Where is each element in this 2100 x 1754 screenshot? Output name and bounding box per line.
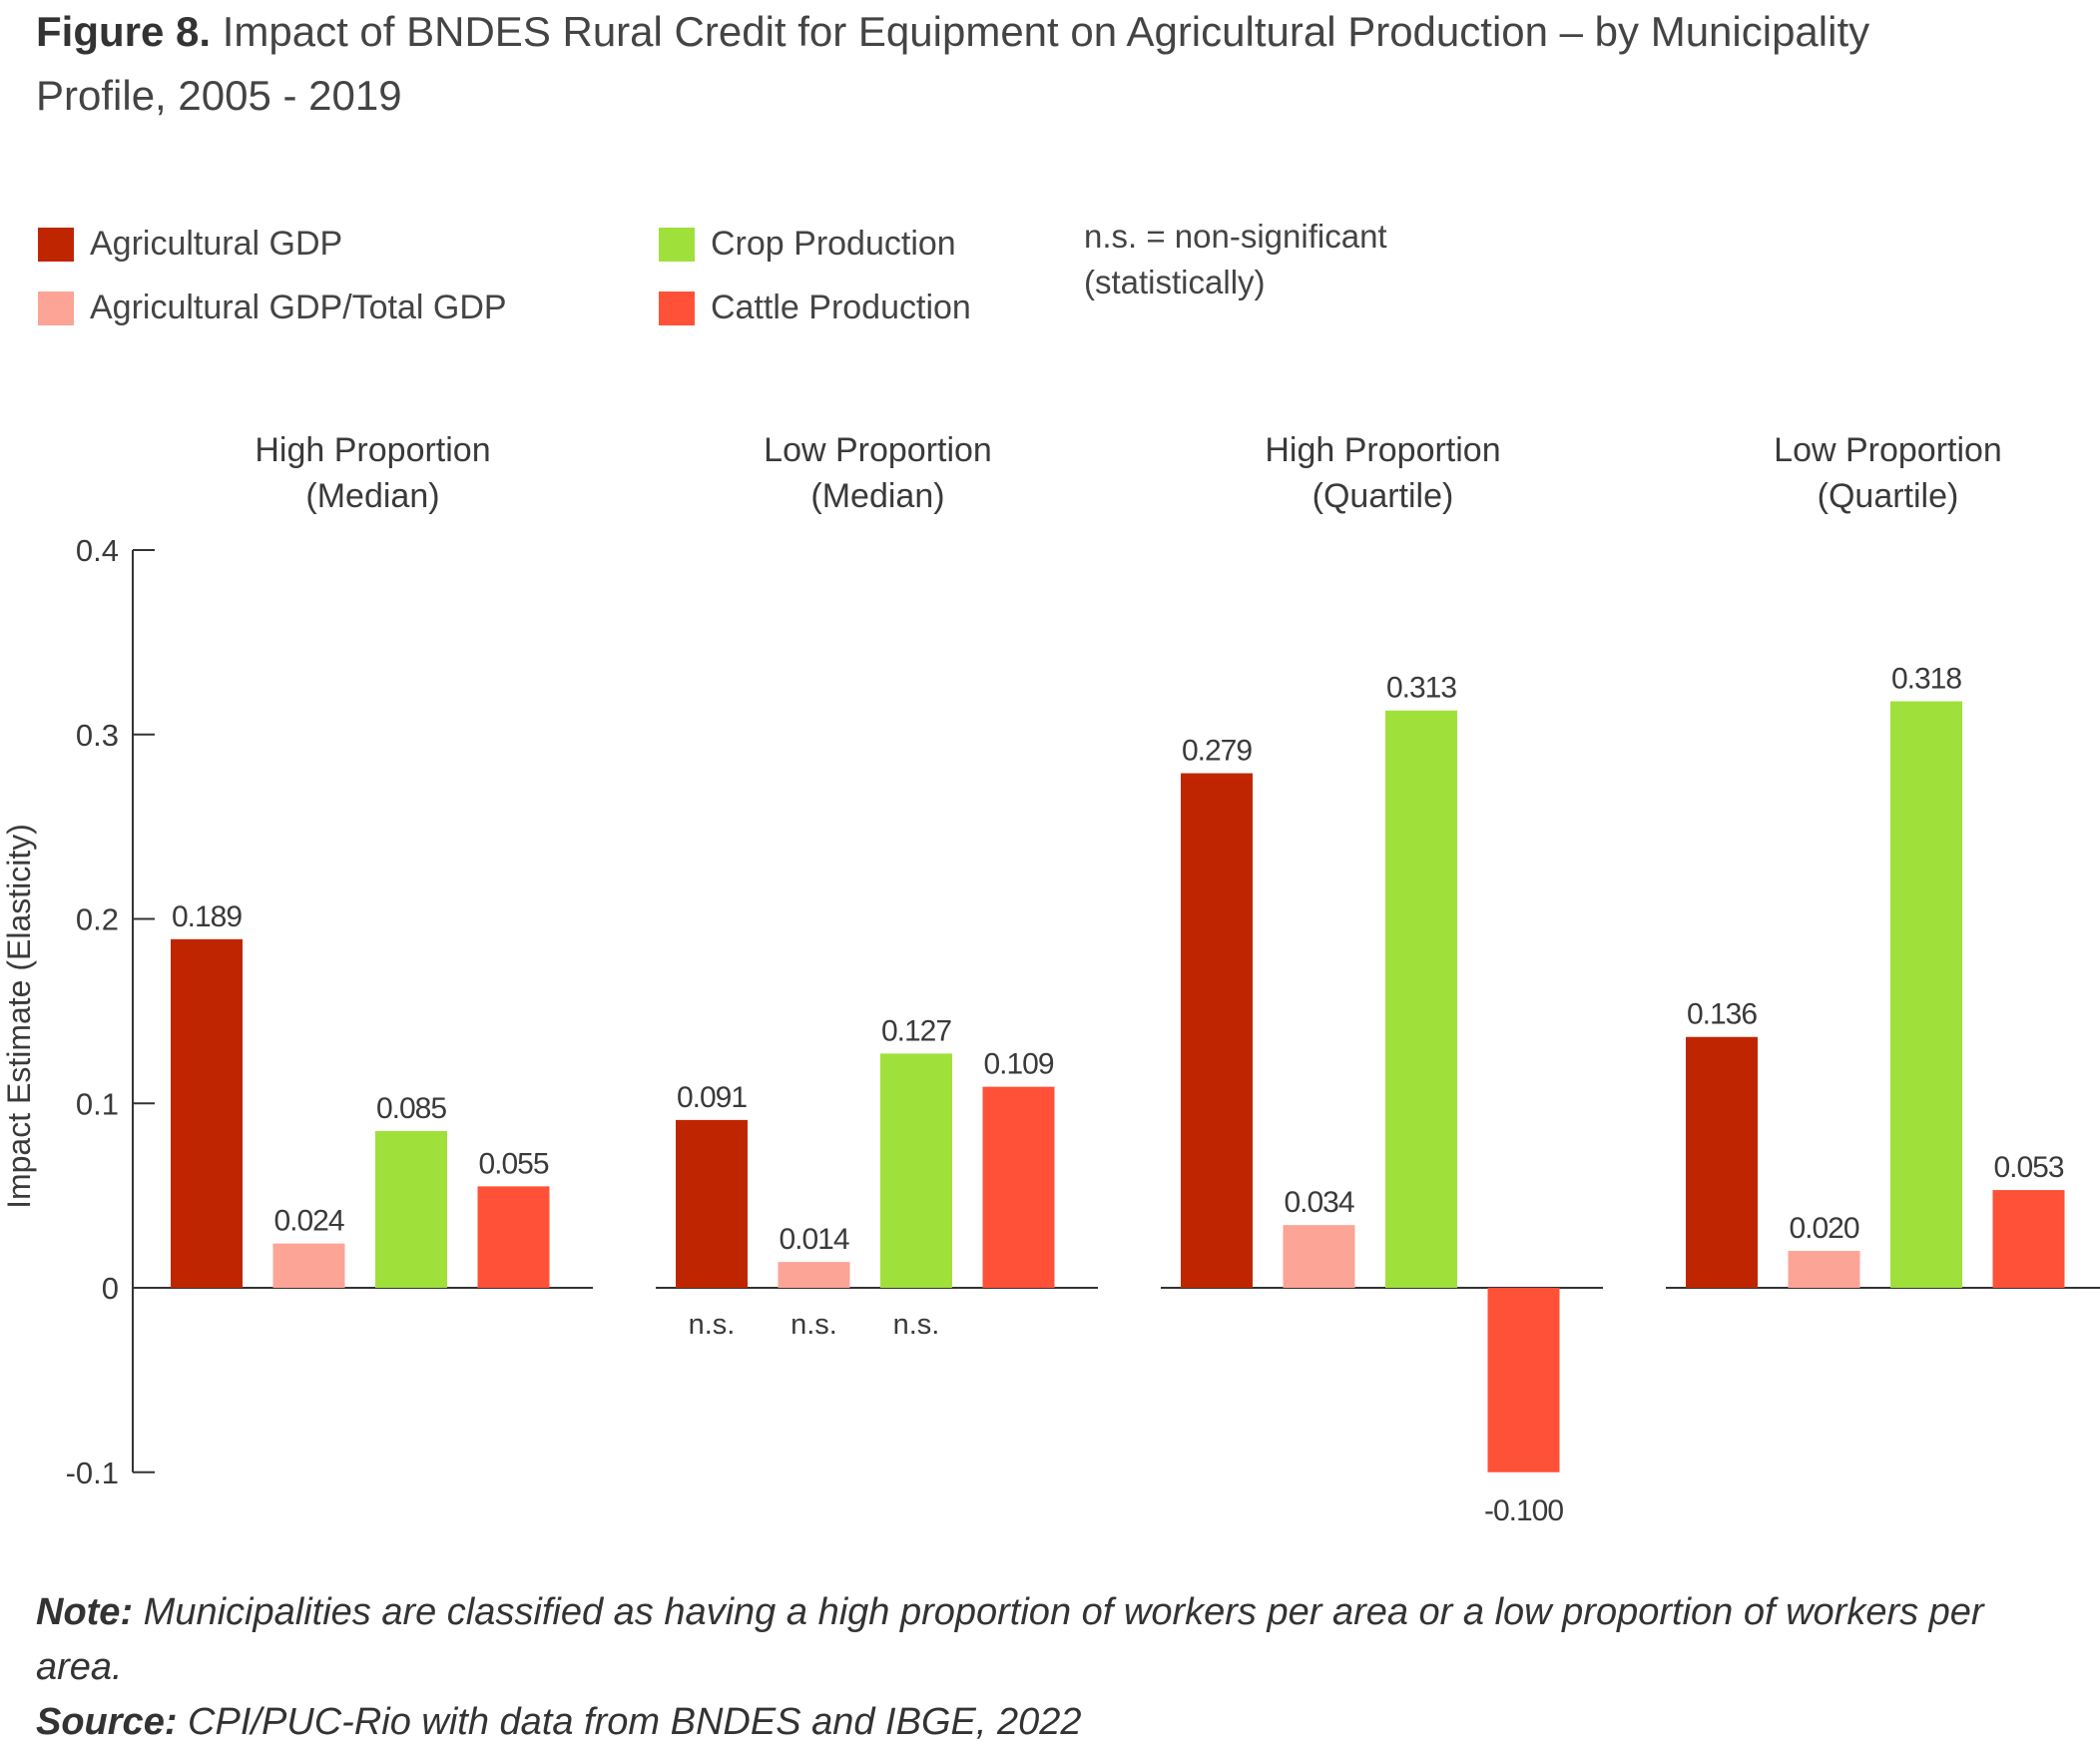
figure-number: Figure 8.	[36, 8, 212, 55]
footer-note: Note: Municipalities are classified as h…	[36, 1585, 2032, 1695]
panel-title: High Proportion	[255, 431, 490, 469]
data-label: 0.127	[881, 1014, 951, 1047]
data-label: 0.189	[172, 900, 242, 933]
bar	[778, 1262, 850, 1288]
bar	[676, 1119, 748, 1288]
data-label: 0.136	[1687, 998, 1757, 1031]
figure-title: Figure 8. Impact of BNDES Rural Credit f…	[36, 0, 1992, 128]
bar	[1487, 1288, 1560, 1472]
panel-title: High Proportion	[1265, 431, 1500, 469]
legend-label: Agricultural GDP/Total GDP	[90, 289, 507, 326]
panel-title: Low Proportion	[764, 431, 992, 469]
data-label: 0.313	[1386, 672, 1456, 705]
legend-swatch	[38, 291, 74, 325]
bar	[1686, 1036, 1758, 1288]
footer-source: Source: CPI/PUC-Rio with data from BNDES…	[36, 1695, 1082, 1750]
legend-swatch	[38, 227, 74, 262]
bar	[982, 1086, 1055, 1288]
bar	[1283, 1225, 1355, 1288]
legend-item-cattle-production: Cattle Production	[659, 289, 971, 327]
bar	[1181, 773, 1253, 1288]
y-tick-label: -0.1	[66, 1456, 119, 1490]
panel-title: (Quartile)	[1818, 477, 1959, 515]
note-text: Municipalities are classified as having …	[36, 1591, 1984, 1688]
bar	[1890, 701, 1962, 1288]
bar	[1385, 710, 1457, 1288]
data-label: -0.100	[1484, 1494, 1563, 1527]
ns-label: n.s.	[790, 1309, 837, 1341]
y-axis-label: Impact Estimate (Elasticity)	[1, 824, 37, 1209]
panel-title: (Median)	[810, 477, 944, 515]
y-tick-label: 0.4	[76, 533, 119, 568]
bar	[1788, 1251, 1860, 1288]
data-label: 0.085	[376, 1092, 446, 1125]
legend-item-crop-production: Crop Production	[659, 225, 956, 264]
bar-chart: 0.4 0.3 0.2 0.1 0 -0.1 Impact Estimate (Elasti…	[1, 431, 2100, 1527]
ns-label: n.s.	[893, 1309, 940, 1341]
y-tick-label: 0	[102, 1271, 119, 1306]
bar	[272, 1243, 345, 1288]
ns-note: n.s. = non-significant (statistically)	[1084, 218, 1387, 300]
data-label: 0.091	[677, 1081, 747, 1114]
panel-title: (Quartile)	[1312, 477, 1454, 515]
data-label: 0.109	[983, 1048, 1053, 1081]
data-label: 0.279	[1182, 735, 1252, 768]
y-tick-label: 0.3	[76, 718, 119, 753]
data-label: 0.055	[478, 1147, 548, 1180]
legend-item-agricultural-gdp: Agricultural GDP	[38, 225, 342, 264]
data-label: 0.034	[1284, 1186, 1353, 1219]
y-tick-label: 0.2	[76, 902, 119, 937]
source-text: CPI/PUC-Rio with data from BNDES and IBG…	[188, 1701, 1082, 1743]
y-tick-label: 0.1	[76, 1086, 119, 1121]
note-label: Note:	[36, 1591, 134, 1633]
panel-title: (Median)	[305, 477, 439, 515]
ns-label: n.s.	[689, 1309, 736, 1341]
bar	[1992, 1190, 2065, 1288]
bar	[375, 1130, 447, 1288]
legend-label: Crop Production	[711, 225, 956, 263]
data-label: 0.020	[1789, 1212, 1858, 1245]
panel-title: Low Proportion	[1774, 431, 2002, 469]
legend-swatch	[659, 227, 695, 262]
legend-label: Agricultural GDP	[90, 225, 343, 263]
source-label: Source:	[36, 1701, 178, 1743]
figure-title-text: Impact of BNDES Rural Credit for Equipme…	[36, 8, 1870, 119]
bar	[477, 1186, 550, 1288]
data-label: 0.014	[779, 1223, 848, 1256]
data-label: 0.024	[273, 1205, 343, 1238]
legend-swatch	[659, 291, 695, 325]
legend-label: Cattle Production	[711, 289, 971, 326]
legend-item-agricultural-gdp-share: Agricultural GDP/Total GDP	[38, 289, 507, 327]
bar	[171, 938, 243, 1288]
data-label: 0.318	[1891, 662, 1961, 695]
data-label: 0.053	[1993, 1151, 2063, 1184]
bar	[880, 1053, 952, 1288]
